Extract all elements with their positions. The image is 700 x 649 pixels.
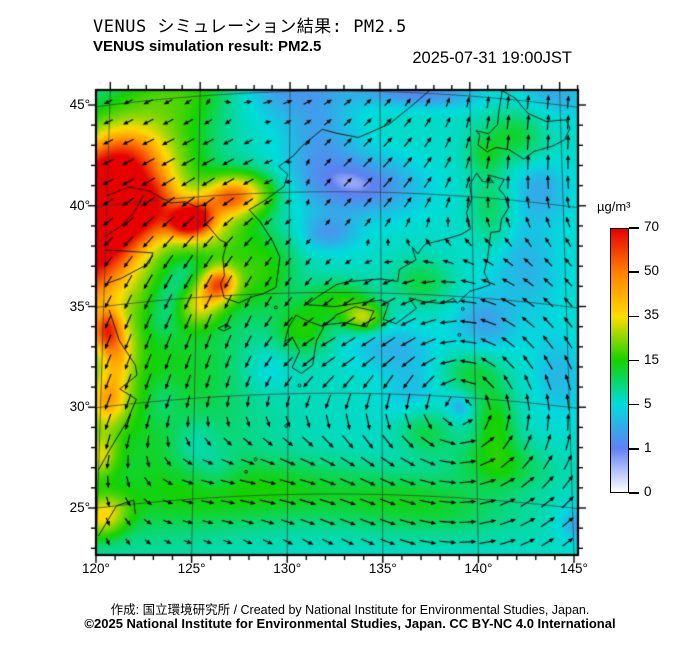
credit-line: 作成: 国立環境研究所 / Created by National Instit…: [110, 603, 590, 617]
license-line: ©2025 National Institute for Environment…: [84, 616, 616, 631]
